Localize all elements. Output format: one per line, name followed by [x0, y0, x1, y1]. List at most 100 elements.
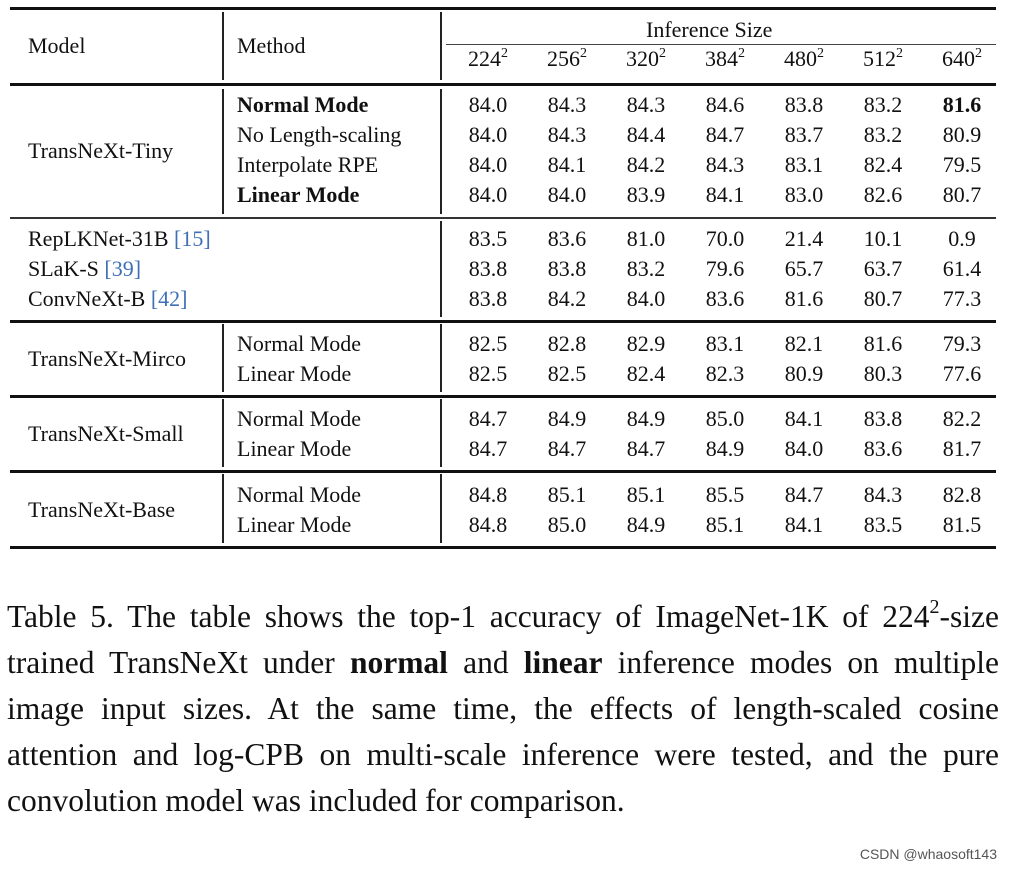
table-cell: 77.6	[942, 361, 982, 386]
caption-text: -size trained TransNeXt under	[7, 599, 999, 680]
size-header-base: 256	[547, 46, 580, 71]
table-cell: 81.6	[863, 331, 903, 356]
table-cell: 84.1	[705, 182, 745, 207]
column-divider	[440, 324, 442, 392]
table-cell: 82.4	[626, 361, 666, 386]
size-header: 2562	[527, 46, 607, 72]
table-cell: 80.7	[863, 286, 903, 311]
model-name: ConvNeXt-B [42]	[28, 286, 187, 312]
table-cell: 83.8	[547, 256, 587, 281]
table-cell: 84.7	[626, 436, 666, 461]
size-header-exponent: 2	[975, 46, 982, 61]
table-cell: 85.1	[547, 482, 587, 507]
table-cell: 84.1	[784, 512, 824, 537]
size-header: 3202	[606, 46, 686, 72]
column-divider	[222, 89, 224, 214]
size-header-exponent: 2	[896, 46, 903, 61]
table-cell: 84.3	[863, 482, 903, 507]
column-divider	[440, 89, 442, 214]
column-divider	[222, 324, 224, 392]
model-name: TransNeXt-Small	[28, 421, 184, 446]
table-cell: 83.5	[468, 226, 508, 251]
size-header: 4802	[764, 46, 844, 72]
group-rule	[10, 395, 996, 398]
table-cell: 83.1	[705, 331, 745, 356]
table-cell: 84.0	[468, 122, 508, 147]
table-cell: 84.0	[468, 152, 508, 177]
table-cell: 85.0	[547, 512, 587, 537]
table-cell: 83.7	[784, 122, 824, 147]
model-name: TransNeXt-Tiny	[28, 138, 174, 163]
table-cell: 82.5	[468, 361, 508, 386]
method-name: Linear Mode	[237, 361, 352, 386]
model-name-text: RepLKNet-31B	[28, 226, 169, 251]
table-cell: 84.6	[705, 92, 745, 117]
size-header: 2242	[448, 46, 528, 72]
column-divider	[440, 399, 442, 467]
citation-link[interactable]: [39]	[104, 256, 142, 281]
table-cell: 65.7	[784, 256, 824, 281]
table-cell: 79.5	[942, 152, 982, 177]
column-divider	[222, 12, 224, 80]
method-name: No Length-scaling	[237, 122, 402, 147]
caption-size: 224	[882, 599, 930, 634]
group-rule	[10, 320, 996, 323]
table-cell: 81.6	[784, 286, 824, 311]
caption-text: The table shows the top-1 accuracy of Im…	[113, 599, 883, 634]
table-cell: 82.8	[942, 482, 982, 507]
table-cell: 83.8	[863, 406, 903, 431]
table-cell: 84.7	[547, 436, 587, 461]
table-cell: 84.9	[547, 406, 587, 431]
table-cell: 84.9	[705, 436, 745, 461]
table-cell: 84.4	[626, 122, 666, 147]
table-cell: 84.7	[705, 122, 745, 147]
table-cell: 83.2	[626, 256, 666, 281]
table-cell: 83.2	[863, 122, 903, 147]
method-name: Interpolate RPE	[237, 152, 379, 177]
method-name: Normal Mode	[237, 92, 369, 117]
table-cell: 84.8	[468, 512, 508, 537]
method-name: Linear Mode	[237, 436, 352, 461]
column-divider	[440, 221, 442, 317]
group-rule	[10, 470, 996, 473]
table-cell: 82.1	[784, 331, 824, 356]
model-name: TransNeXt-Mirco	[28, 346, 187, 371]
citation-link[interactable]: [42]	[150, 286, 188, 311]
inference-size-underline	[446, 44, 996, 45]
table-cell: 84.3	[547, 122, 587, 147]
size-header-exponent: 2	[659, 46, 666, 61]
results-table: Model Method Inference Size 2242 2562 3202…	[10, 0, 996, 560]
size-header-exponent: 2	[580, 46, 587, 61]
table-cell: 84.0	[547, 182, 587, 207]
table-cell: 84.8	[468, 482, 508, 507]
table-cell: 70.0	[705, 226, 745, 251]
table-cell: 84.0	[468, 182, 508, 207]
table-cell: 79.6	[705, 256, 745, 281]
table-cell: 83.1	[784, 152, 824, 177]
size-header: 6402	[922, 46, 1002, 72]
table-cell: 82.3	[705, 361, 745, 386]
citation-link[interactable]: [15]	[174, 226, 211, 251]
size-header-exponent: 2	[738, 46, 745, 61]
table-cell: 83.2	[863, 92, 903, 117]
table-cell: 83.8	[468, 286, 508, 311]
table-cell: 82.5	[468, 331, 508, 356]
table-cell: 84.0	[784, 436, 824, 461]
size-header-base: 480	[784, 46, 817, 71]
table-cell: 84.7	[784, 482, 824, 507]
table-cell: 21.4	[784, 226, 824, 251]
table-cell: 82.8	[547, 331, 587, 356]
table-cell: 84.3	[626, 92, 666, 117]
method-name: Normal Mode	[237, 331, 362, 356]
model-name: TransNeXt-Base	[28, 497, 176, 522]
table-cell: 84.2	[626, 152, 666, 177]
method-name: Normal Mode	[237, 406, 362, 431]
table-cell: 84.7	[468, 436, 508, 461]
size-header-base: 512	[863, 46, 896, 71]
table-cell: 77.3	[942, 286, 982, 311]
model-name-text: SLaK-S	[28, 256, 99, 281]
model-name: RepLKNet-31B [15]	[28, 226, 211, 252]
bottom-rule	[10, 546, 996, 549]
table-cell: 85.1	[705, 512, 745, 537]
table-cell: 81.6	[942, 92, 982, 117]
